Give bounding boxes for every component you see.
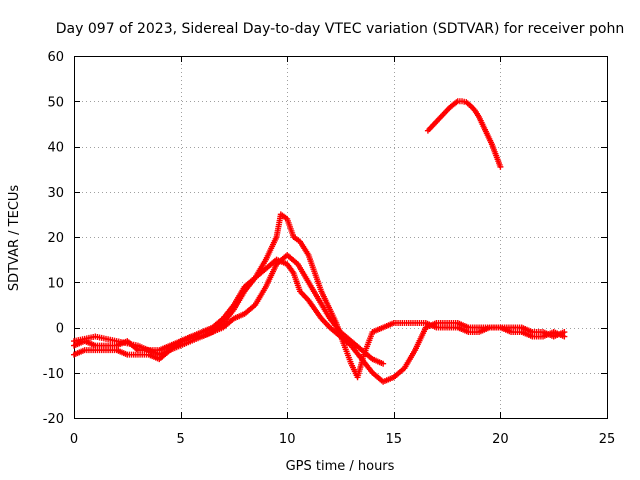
y-tick-label: 10 <box>47 276 64 291</box>
tick-layer: 0 5 10 15 20 25 -20 -10 0 10 20 30 40 50 60 <box>43 50 616 447</box>
x-tick-label: 15 <box>386 432 403 447</box>
x-tick-label: 5 <box>176 432 184 447</box>
x-tick-label: 20 <box>492 432 509 447</box>
y-tick-label: 30 <box>47 186 64 201</box>
x-tick-label: 0 <box>70 432 78 447</box>
y-tick-label: 0 <box>56 322 64 337</box>
data-point <box>380 360 387 367</box>
x-axis-label: GPS time / hours <box>286 459 395 474</box>
y-tick-label: 40 <box>47 141 64 156</box>
points-layer <box>71 98 568 385</box>
x-tick-label: 25 <box>599 432 616 447</box>
y-tick-label: 20 <box>47 231 64 246</box>
series-track-d <box>424 98 504 170</box>
y-tick-label: -10 <box>43 367 64 382</box>
x-tick-label: 10 <box>279 432 296 447</box>
grid-layer <box>74 56 607 418</box>
y-tick-label: -20 <box>43 412 64 427</box>
series-track-c <box>71 252 387 367</box>
y-tick-label: 60 <box>47 50 64 65</box>
chart-title: Day 097 of 2023, Sidereal Day-to-day VTE… <box>56 21 624 37</box>
y-axis-label: SDTVAR / TECUs <box>7 185 22 292</box>
data-point <box>561 333 568 340</box>
y-tick-label: 50 <box>47 95 64 110</box>
data-point <box>497 163 504 170</box>
